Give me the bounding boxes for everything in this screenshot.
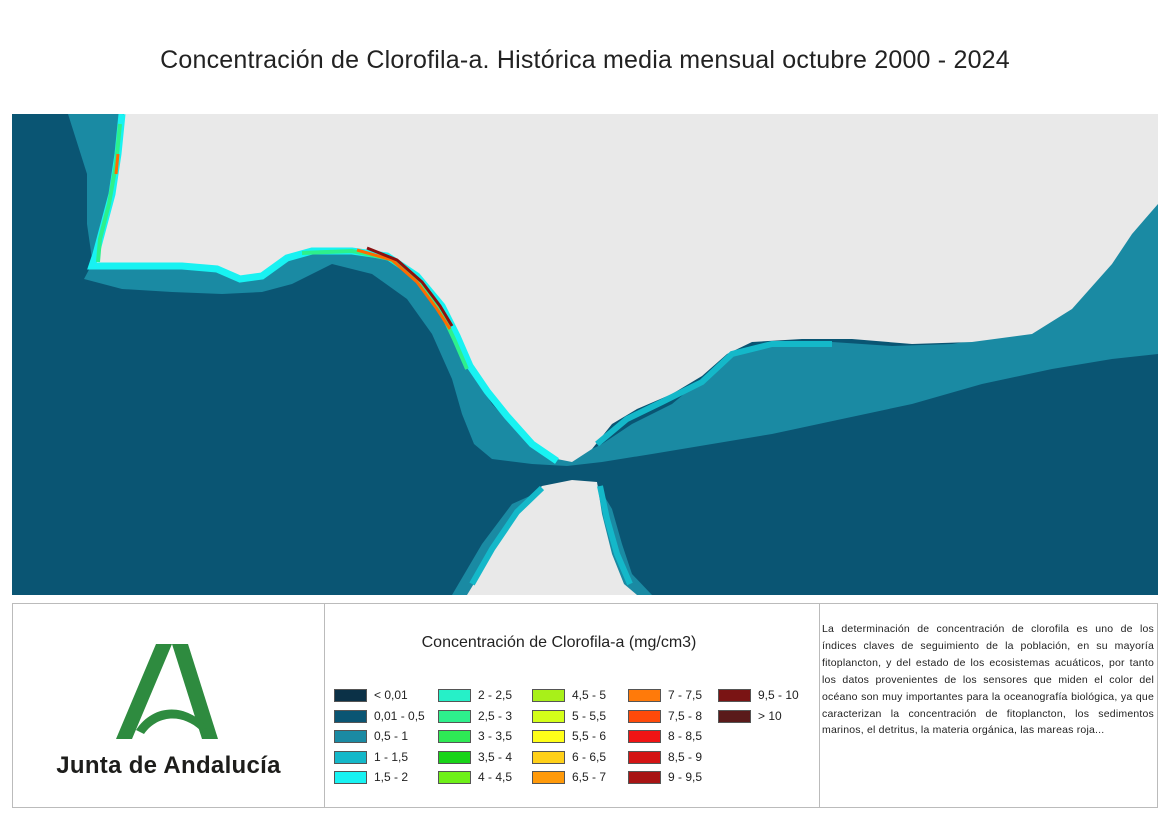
legend-item: 8 - 8,5 xyxy=(628,729,738,745)
legend-label: 7 - 7,5 xyxy=(668,688,703,702)
legend-item: 6 - 6,5 xyxy=(532,750,642,766)
legend-item: < 0,01 xyxy=(334,688,444,704)
legend-label: 7,5 - 8 xyxy=(668,708,703,723)
legend-item: 3,5 - 4 xyxy=(438,750,548,766)
legend-label: 8 - 8,5 xyxy=(668,729,703,743)
legend-swatch xyxy=(628,771,661,784)
legend-label: 1,5 - 2 xyxy=(374,770,409,784)
legend-swatch xyxy=(718,689,751,702)
description-text: La determinación de concentración de clo… xyxy=(822,623,1154,737)
legend-item: 0,5 - 1 xyxy=(334,729,444,745)
legend-item: 4,5 - 5 xyxy=(532,688,642,704)
shelf-band-north xyxy=(68,114,1158,466)
legend-label: 9,5 - 10 xyxy=(758,688,799,702)
legend-swatch xyxy=(532,730,565,743)
legend-label: 5 - 5,5 xyxy=(572,708,607,723)
land-iberia xyxy=(92,114,1158,462)
legend-swatch xyxy=(532,771,565,784)
legend-swatch xyxy=(334,689,367,702)
coastal-band-max xyxy=(366,246,454,327)
info-panel: Junta de Andalucía Concentración de Clor… xyxy=(12,603,1158,808)
legend-label: 3 - 3,5 xyxy=(478,729,513,743)
legend-swatch xyxy=(718,709,751,723)
coastal-band-south xyxy=(469,485,633,586)
legend-swatch xyxy=(334,771,367,784)
legend-swatch xyxy=(628,730,661,743)
legend-swatch xyxy=(334,709,367,723)
legend-swatch xyxy=(628,709,661,723)
legend-item: 7,5 - 8 xyxy=(628,709,738,725)
description-section: La determinación de concentración de clo… xyxy=(819,604,1157,807)
legend-item: 1,5 - 2 xyxy=(334,770,444,786)
legend-swatch xyxy=(628,750,661,764)
legend-item: 7 - 7,5 xyxy=(628,688,738,704)
land-africa xyxy=(467,480,637,595)
legend-swatch xyxy=(628,689,661,702)
legend-section: Concentración de Clorofila-a (mg/cm3) < … xyxy=(324,604,820,807)
legend-item: 2 - 2,5 xyxy=(438,688,548,704)
legend-item: 8,5 - 9 xyxy=(628,750,738,766)
legend-item: 4 - 4,5 xyxy=(438,770,548,786)
legend-label: 0,01 - 0,5 xyxy=(374,708,425,723)
legend-swatch xyxy=(438,689,471,702)
legend-item: 3 - 3,5 xyxy=(438,729,548,745)
legend-label: > 10 xyxy=(758,708,782,723)
legend-label: 1 - 1,5 xyxy=(374,749,409,764)
coastal-band-east xyxy=(595,341,832,447)
legend-label: 8,5 - 9 xyxy=(668,749,703,764)
legend-item: 1 - 1,5 xyxy=(334,750,444,766)
legend-label: 6,5 - 7 xyxy=(572,770,607,784)
legend-item: 6,5 - 7 xyxy=(532,770,642,786)
map-canvas xyxy=(12,114,1158,595)
legend-swatch xyxy=(438,771,471,784)
legend-label: 5,5 - 6 xyxy=(572,729,607,743)
legend-item: 5 - 5,5 xyxy=(532,709,642,725)
legend-label: < 0,01 xyxy=(374,688,408,702)
chlorophyll-map[interactable] xyxy=(12,114,1158,595)
legend-label: 9 - 9,5 xyxy=(668,770,703,784)
legend-swatch xyxy=(334,730,367,743)
legend-label: 0,5 - 1 xyxy=(374,729,409,743)
legend-swatch xyxy=(532,750,565,764)
map-title: Concentración de Clorofila-a. Histórica … xyxy=(160,46,1010,74)
legend-item: > 10 xyxy=(718,709,828,725)
legend-swatch xyxy=(438,709,471,723)
coastal-band-high xyxy=(114,153,452,330)
logo-text: Junta de Andalucía xyxy=(56,752,281,779)
junta-logo-icon xyxy=(116,644,218,739)
logo-section: Junta de Andalucía xyxy=(13,604,325,807)
legend-swatch xyxy=(438,730,471,743)
legend-label: 2,5 - 3 xyxy=(478,708,513,723)
legend-swatch xyxy=(334,750,367,764)
legend-item: 9,5 - 10 xyxy=(718,688,828,704)
legend-label: 6 - 6,5 xyxy=(572,749,607,764)
legend-label: 3,5 - 4 xyxy=(478,749,513,764)
legend-swatch xyxy=(532,689,565,702)
legend-swatch xyxy=(438,750,471,764)
legend-title: Concentración de Clorofila-a (mg/cm3) xyxy=(421,634,697,651)
legend-swatch xyxy=(532,709,565,723)
legend-label: 2 - 2,5 xyxy=(478,688,513,702)
legend-item: 2,5 - 3 xyxy=(438,709,548,725)
legend-item: 9 - 9,5 xyxy=(628,770,738,786)
legend-item: 0,01 - 0,5 xyxy=(334,709,444,725)
legend-label: 4,5 - 5 xyxy=(572,688,607,702)
legend-item: 5,5 - 6 xyxy=(532,729,642,745)
legend-label: 4 - 4,5 xyxy=(478,770,513,784)
